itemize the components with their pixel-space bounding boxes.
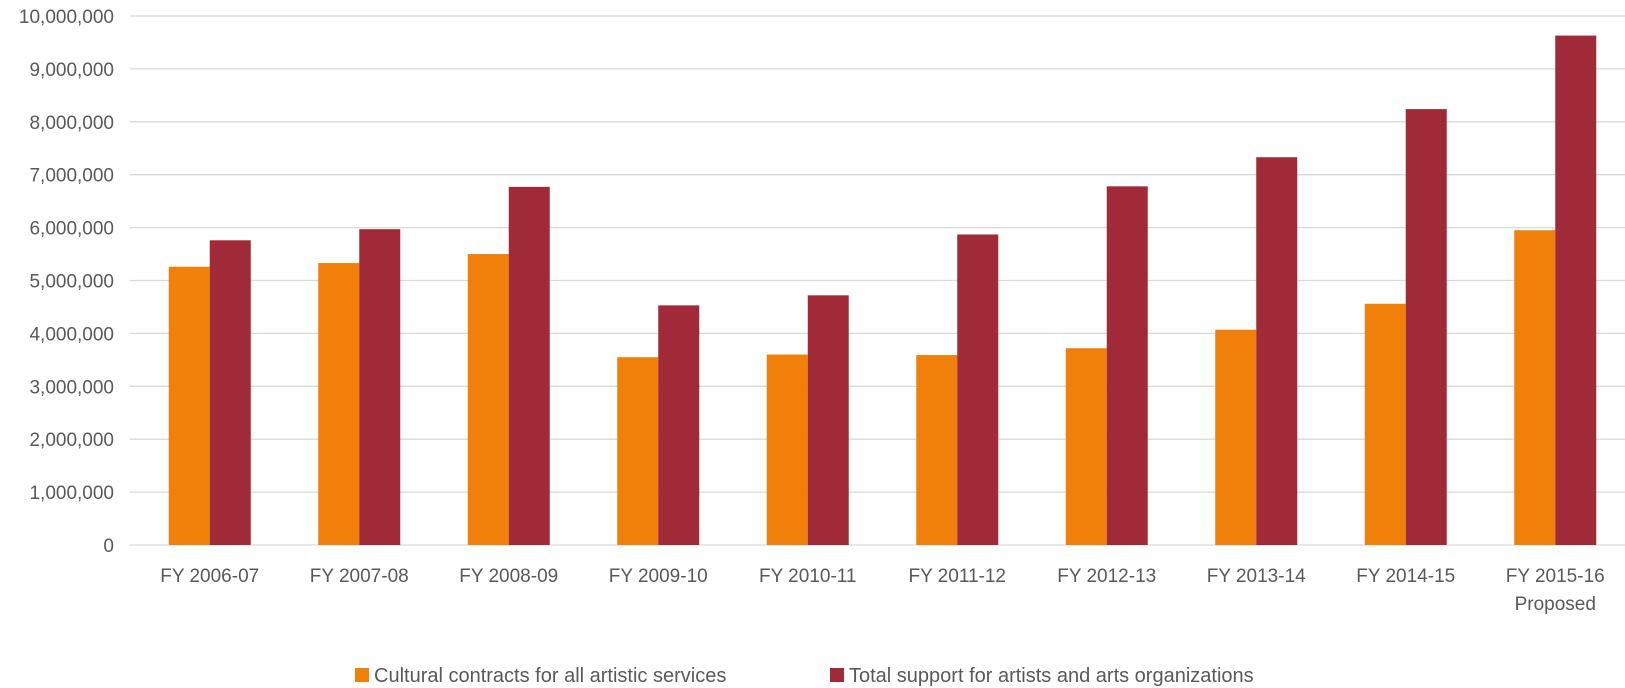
x-tick-label: FY 2010-11 [759, 566, 857, 587]
bar-cultural-contracts [1514, 230, 1556, 545]
y-tick-label: 5,000,000 [29, 272, 114, 293]
x-tick-label: FY 2014-15 [1356, 566, 1455, 587]
bar-total-support [1256, 157, 1298, 546]
x-tick-label: FY 2011-12 [908, 566, 1006, 587]
bars [168, 35, 1597, 546]
y-tick-label: 10,000,000 [19, 7, 114, 28]
bar-cultural-contracts [766, 354, 808, 545]
legend: Cultural contracts for all artistic serv… [355, 665, 1254, 687]
x-tick-label: FY 2015-16 [1506, 566, 1605, 587]
x-tick-label: FY 2013-14 [1207, 566, 1306, 587]
y-tick-label: 9,000,000 [29, 60, 114, 81]
bar-total-support [1405, 109, 1447, 545]
x-tick-label: FY 2007-08 [310, 566, 409, 587]
y-tick-label: 0 [103, 536, 114, 557]
bar-cultural-contracts [1364, 303, 1406, 545]
bar-cultural-contracts [916, 355, 958, 545]
bar-total-support [1555, 35, 1597, 546]
y-tick-label: 4,000,000 [29, 324, 114, 345]
x-tick-label: FY 2009-10 [609, 566, 708, 587]
bar-total-support [807, 295, 849, 545]
bar-total-support [957, 234, 999, 546]
bar-cultural-contracts [318, 263, 360, 545]
y-tick-label: 7,000,000 [29, 166, 114, 187]
y-tick-label: 2,000,000 [29, 430, 114, 451]
x-tick-label: FY 2006-07 [160, 566, 259, 587]
bar-total-support [1106, 186, 1148, 545]
legend-swatch [830, 668, 844, 682]
bar-cultural-contracts [617, 357, 659, 545]
y-tick-label: 8,000,000 [29, 113, 114, 134]
y-axis-tick-labels: 0 1,000,000 2,000,000 3,000,000 4,000,000 5,0… [19, 7, 114, 557]
y-tick-label: 1,000,000 [29, 483, 114, 504]
bar-total-support [359, 229, 401, 545]
bar-total-support [508, 186, 550, 545]
bar-total-support [658, 305, 700, 545]
y-tick-label: 3,000,000 [29, 377, 114, 398]
legend-label: Cultural contracts for all artistic serv… [374, 665, 726, 687]
x-axis-tick-labels: FY 2006-07 FY 2007-08 FY 2008-09 FY 2009-10… [160, 566, 1604, 615]
bar-cultural-contracts [168, 266, 210, 545]
bar-cultural-contracts [467, 254, 509, 546]
y-tick-label: 6,000,000 [29, 219, 114, 240]
x-tick-label: FY 2008-09 [459, 566, 558, 587]
bar-cultural-contracts [1215, 329, 1257, 545]
x-tick-label: FY 2012-13 [1057, 566, 1156, 587]
x-tick-label: Proposed [1515, 594, 1596, 615]
bar-total-support [209, 240, 251, 545]
bar-cultural-contracts [1065, 348, 1107, 545]
legend-swatch [355, 668, 369, 682]
legend-label: Total support for artists and arts organ… [849, 665, 1254, 687]
